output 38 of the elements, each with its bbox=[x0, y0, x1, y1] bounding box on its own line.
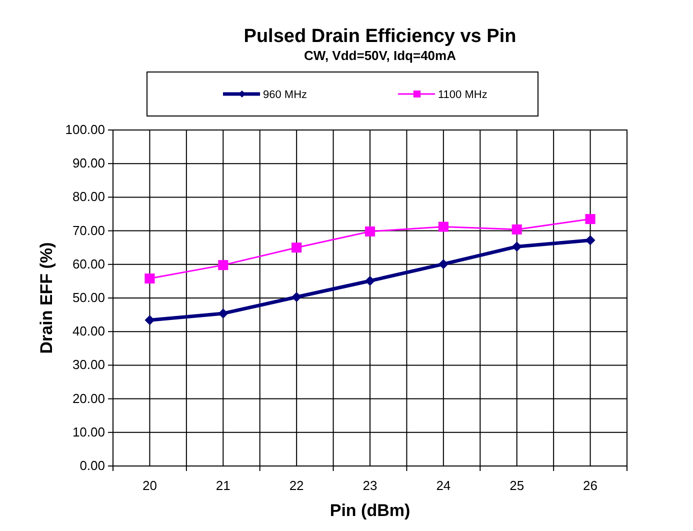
point bbox=[512, 242, 522, 252]
x-tick-label: 25 bbox=[510, 478, 524, 493]
x-tick-label: 26 bbox=[583, 478, 598, 493]
y-tick-label: 100.00 bbox=[65, 122, 105, 137]
point bbox=[585, 235, 596, 246]
x-tick-label: 21 bbox=[216, 478, 230, 493]
y-tick-label: 50.00 bbox=[72, 290, 105, 305]
chart-title: Pulsed Drain Efficiency vs Pin bbox=[244, 26, 516, 47]
x-axis-title: Pin (dBm) bbox=[330, 501, 410, 520]
x-tick-label: 22 bbox=[289, 478, 304, 493]
y-tick-label: 0.00 bbox=[80, 458, 105, 473]
x-tick-label: 24 bbox=[436, 478, 451, 493]
y-tick-label: 40.00 bbox=[72, 324, 105, 339]
point bbox=[365, 276, 375, 286]
x-tick-label: 23 bbox=[362, 478, 378, 493]
y-tick-label: 20.00 bbox=[72, 390, 105, 406]
point bbox=[144, 274, 155, 284]
point bbox=[144, 315, 155, 326]
y-tick-label: 80.00 bbox=[72, 189, 105, 204]
point bbox=[218, 308, 228, 318]
y-tick-label: 90.00 bbox=[72, 156, 105, 171]
y-axis-title: Drain EFF (%) bbox=[37, 242, 56, 354]
point bbox=[585, 214, 596, 224]
legend-label: 960 MHz bbox=[263, 89, 308, 101]
y-tick-label: 60.00 bbox=[72, 256, 105, 272]
point bbox=[292, 242, 302, 253]
point bbox=[512, 224, 522, 234]
chart-subtitle: CW, Vdd=50V, Idq=40mA bbox=[304, 48, 457, 63]
x-tick-label: 20 bbox=[142, 478, 157, 493]
y-tick-label: 70.00 bbox=[72, 222, 105, 238]
y-tick-label: 30.00 bbox=[72, 357, 105, 372]
point bbox=[438, 259, 448, 270]
legend-label: 1100 MHz bbox=[438, 89, 488, 101]
point bbox=[292, 292, 302, 302]
point bbox=[365, 226, 375, 236]
point bbox=[438, 222, 448, 232]
point bbox=[218, 260, 228, 270]
y-tick-label: 10.00 bbox=[72, 424, 105, 440]
